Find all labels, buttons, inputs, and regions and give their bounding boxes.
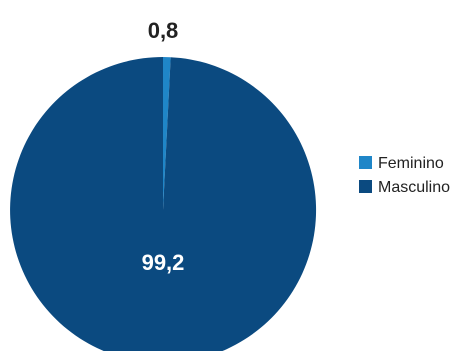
pie-slice-feminino [163, 56, 171, 210]
slice-value-label-masculino: 99,2 [142, 250, 185, 275]
legend-swatch-masculino [359, 180, 372, 193]
slice-value-label-feminino: 0,8 [148, 18, 179, 43]
legend: Feminino Masculino [359, 155, 450, 196]
legend-swatch-feminino [359, 156, 372, 169]
pie-slice-masculino [10, 57, 317, 351]
legend-label-masculino: Masculino [378, 179, 450, 196]
legend-label-feminino: Feminino [378, 155, 444, 172]
pie-slices [10, 56, 317, 351]
